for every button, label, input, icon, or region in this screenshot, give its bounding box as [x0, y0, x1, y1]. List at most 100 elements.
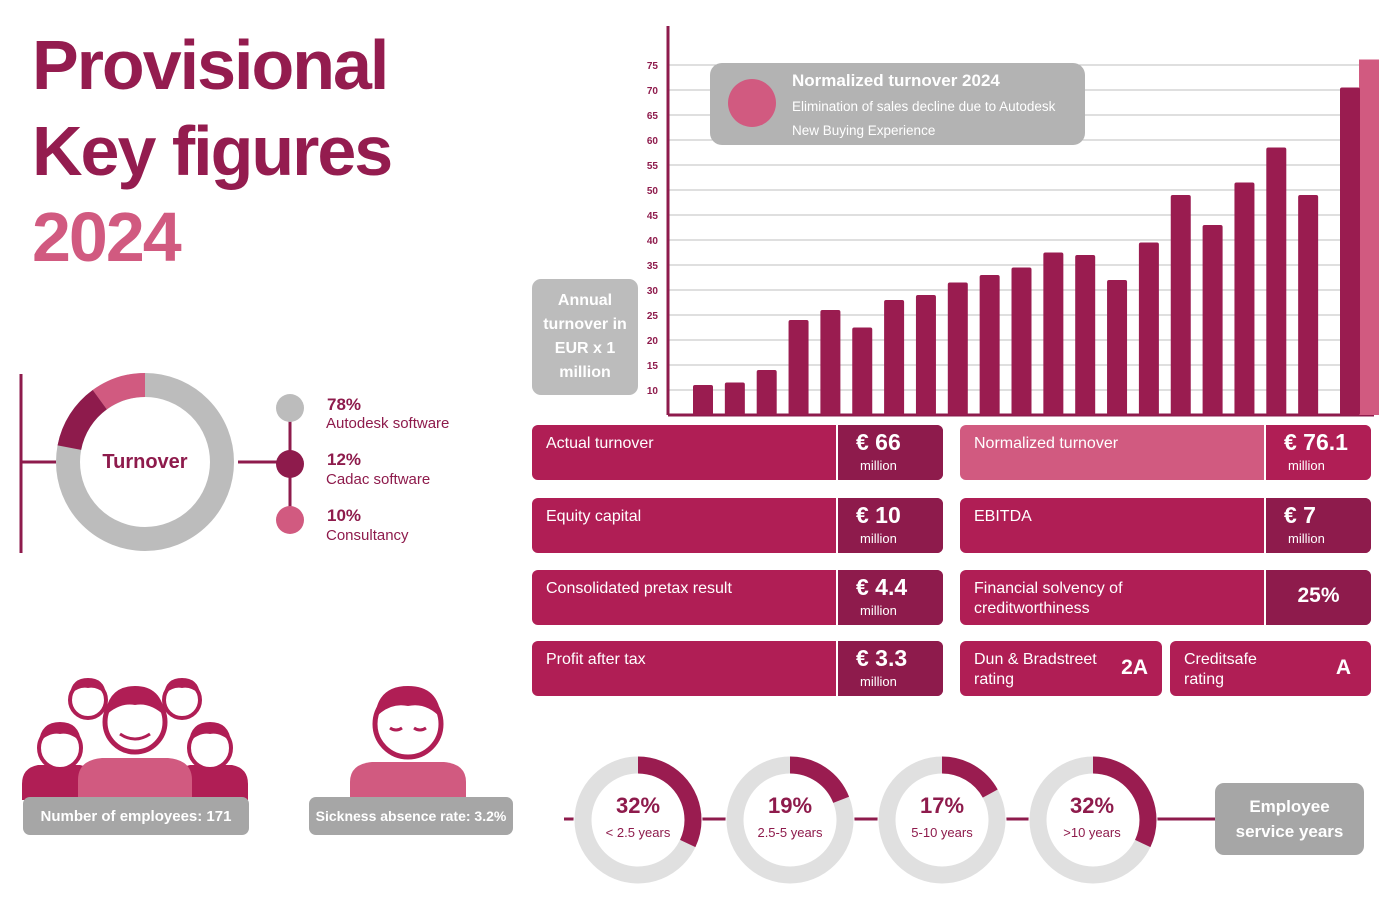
kf-value-box: 25% — [1264, 570, 1371, 625]
bar — [979, 275, 1000, 415]
person-back-left — [68, 678, 108, 720]
bar — [724, 382, 745, 415]
ring-bg — [573, 755, 703, 885]
kf-value: € 76.1 — [1284, 429, 1348, 455]
kf-unit: million — [860, 674, 897, 689]
ring-range-3: 5-10 years — [911, 825, 973, 840]
legend-name-cadac: Cadac software — [326, 471, 431, 488]
y-tick-label: 65 — [647, 111, 659, 122]
ring-range-1: < 2.5 years — [605, 825, 671, 840]
y-axis-label-box: Annual turnover in EUR x 1 million — [532, 279, 638, 395]
bar — [884, 300, 905, 415]
kf-unit: million — [860, 458, 897, 473]
title-year: 2024 — [32, 198, 182, 276]
ring-range-2: 2.5-5 years — [757, 825, 823, 840]
y-tick-label: 30 — [647, 286, 659, 297]
service-years-rings — [564, 755, 1220, 885]
ring-range-4: >10 years — [1063, 825, 1121, 840]
bar — [1202, 225, 1223, 415]
kf-value-box: € 76.1 million — [1264, 425, 1371, 480]
kf-value: € 66 — [856, 429, 901, 455]
sickness-icon — [350, 686, 466, 798]
service-years-label: Employee service years — [1215, 783, 1364, 855]
ring-pct-2: 19% — [767, 793, 813, 818]
bar — [1234, 182, 1255, 415]
bar — [1011, 267, 1032, 415]
person-left — [22, 722, 96, 800]
y-tick-label: 15 — [647, 361, 659, 372]
donut-seg-cadac — [56, 373, 234, 551]
kf-value: € 3.3 — [856, 645, 908, 671]
bar — [820, 310, 841, 415]
y-tick-label: 40 — [647, 236, 659, 247]
legend-dot-consultancy — [276, 506, 304, 534]
ring-bg — [725, 755, 855, 885]
ring-fill — [726, 756, 854, 884]
bar — [947, 282, 968, 415]
bar — [915, 295, 936, 415]
y-tick-label: 60 — [647, 136, 659, 147]
kf-unit: million — [1288, 531, 1325, 546]
kf-creditsafe: Creditsafe rating A — [1170, 641, 1371, 696]
bar — [1340, 87, 1360, 415]
bar — [852, 327, 873, 415]
bar — [1138, 242, 1159, 415]
bar — [788, 320, 809, 415]
y-tick-label: 35 — [647, 261, 659, 272]
kf-label: Profit after tax — [546, 651, 646, 668]
kf-label: EBITDA — [974, 508, 1032, 525]
y-tick-label: 75 — [647, 61, 659, 72]
ring-pct-3: 17% — [919, 793, 965, 818]
y-tick-label: 50 — [647, 186, 659, 197]
kf-label: Actual turnover — [546, 435, 654, 452]
normalized-legend-dot — [728, 79, 776, 127]
kf-label: Creditsafe rating — [1184, 651, 1257, 688]
legend-pct-cadac: 12% — [327, 450, 362, 469]
legend-dot-cadac — [276, 450, 304, 478]
person-right — [174, 722, 248, 800]
y-tick-label: 25 — [647, 311, 659, 322]
title-line-2: Key figures — [32, 112, 393, 190]
page-title: Provisional Key figures 2024 — [32, 22, 393, 280]
turnover-donut: Turnover — [19, 373, 304, 553]
y-tick-label: 70 — [647, 86, 659, 97]
ring-pct-1: 32% — [615, 793, 661, 818]
kf-equity-capital: Equity capital € 10 million — [532, 498, 943, 553]
normalized-note-title: Normalized turnover 2024 — [792, 71, 1000, 90]
ring-fill — [1029, 756, 1157, 884]
bar — [693, 385, 713, 415]
bar — [1043, 252, 1064, 415]
legend-dot-autodesk — [276, 394, 304, 422]
kf-label: Dun & Bradstreet rating — [974, 651, 1097, 688]
turnover-bar-chart: 1015202530354045505560657075'04'05'06'07… — [647, 26, 1379, 417]
kf-value: € 4.4 — [856, 574, 908, 600]
kf-pretax-result: Consolidated pretax result € 4.4 million — [532, 570, 943, 625]
kf-value: 2A — [1121, 656, 1148, 679]
kf-unit: million — [860, 603, 897, 618]
kf-value: A — [1335, 656, 1351, 679]
service-years-label-text: Employee service years — [1235, 797, 1344, 841]
kf-value-box: € 10 million — [836, 498, 943, 553]
ring-fill — [878, 756, 1006, 884]
ring-bg — [1028, 755, 1158, 885]
bar — [1170, 195, 1191, 415]
kf-value: € 10 — [856, 502, 901, 528]
kf-value: € 7 — [1284, 502, 1316, 528]
donut-center-label: Turnover — [102, 451, 187, 473]
legend-name-autodesk: Autodesk software — [326, 415, 450, 432]
rings-group — [573, 755, 1158, 885]
normalized-note-text: Elimination of sales decline due to Auto… — [792, 99, 1056, 138]
kf-normalized-turnover: Normalized turnover € 76.1 million — [960, 425, 1371, 480]
kf-actual-turnover: Actual turnover € 66 million — [532, 425, 943, 480]
kf-value-box: € 7 million — [1264, 498, 1371, 553]
kf-dun-bradstreet: Dun & Bradstreet rating 2A — [960, 641, 1162, 696]
legend-pct-consultancy: 10% — [327, 506, 362, 525]
kf-label: Normalized turnover — [974, 435, 1119, 452]
bar-normalized-2024 — [1359, 59, 1379, 415]
bar — [1298, 195, 1319, 415]
kf-ebitda: EBITDA € 7 million — [960, 498, 1371, 553]
kf-value-box: € 4.4 million — [836, 570, 943, 625]
y-tick-label: 20 — [647, 336, 659, 347]
kf-label: Equity capital — [546, 508, 642, 525]
legend-pct-autodesk: 78% — [327, 395, 362, 414]
